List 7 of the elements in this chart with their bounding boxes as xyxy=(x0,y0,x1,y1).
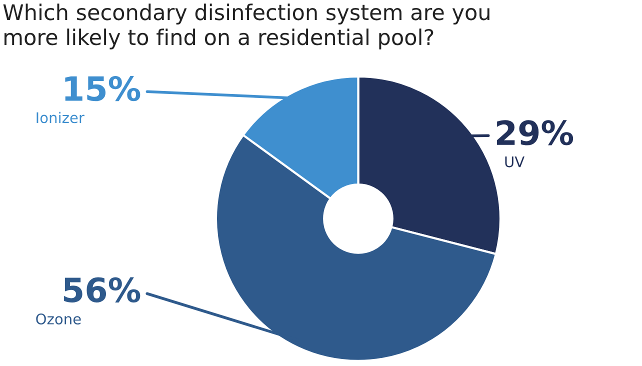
data-label: 29% xyxy=(496,120,574,146)
data-label: 15% xyxy=(65,76,140,102)
chart-title: Which secondary disinfection system are you more likely to find on a residential pool? xyxy=(3,4,490,50)
slice-label: Ionizer xyxy=(36,112,84,124)
slice-label: Ozone xyxy=(36,313,81,324)
slice-label: UV xyxy=(505,156,524,168)
data-label: 56% xyxy=(64,277,140,302)
